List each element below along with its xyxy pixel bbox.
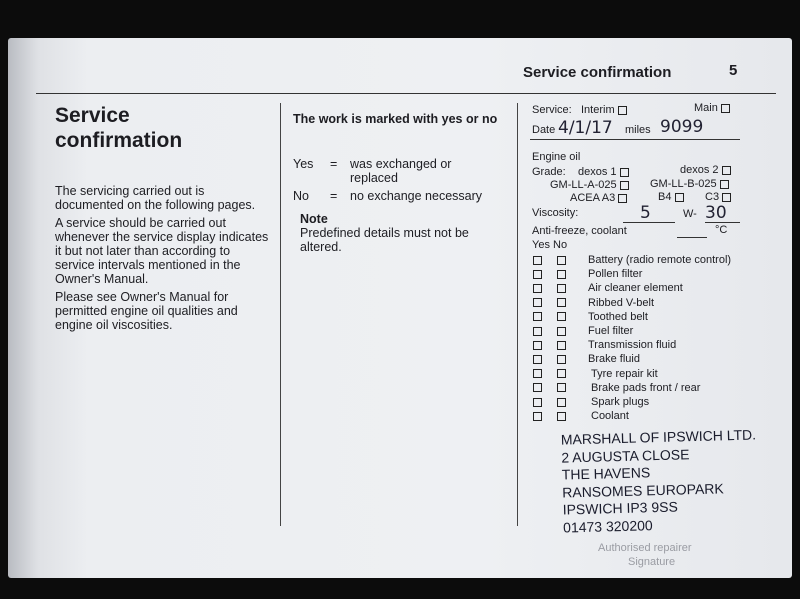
item-label: Ribbed V-belt [588,296,655,309]
no-checkbox[interactable] [557,269,566,279]
miles-label: miles [625,124,651,136]
note-title: Note [300,212,328,226]
item-label: Brake pads front / rear [591,381,701,394]
checklist-item: Air cleaner element [533,282,683,296]
grade-option[interactable]: GM-LL-B-025 [650,178,729,191]
no-checkbox[interactable] [557,326,566,336]
grade-option[interactable]: C3 [705,191,732,204]
item-label: Fuel filter [588,325,634,337]
viscosity-value[interactable]: 5 [640,203,651,223]
item-label: Air cleaner element [588,282,683,295]
main-option[interactable]: Main [694,102,730,115]
no-checkbox[interactable] [557,298,566,308]
date-label: Date [532,124,556,136]
grade-option[interactable]: B4 [658,191,684,204]
column-divider [517,103,518,526]
antifreeze-label: Anti-freeze, coolant [532,225,627,237]
checklist-item: Brake fluid [533,353,640,367]
header-title: Service confirmation [523,64,672,81]
checklist-item: Pollen filter [533,268,642,282]
no-label: No [293,189,309,203]
faint-label: Authorised repairer [598,542,692,554]
yes-checkbox[interactable] [533,326,542,336]
no-checkbox[interactable] [557,411,566,421]
checklist-item: Battery (radio remote control) [533,254,731,268]
underline [677,237,707,238]
grade-label: Grade: [532,166,566,178]
yes-checkbox[interactable] [533,369,542,379]
column-divider [280,103,281,526]
checkbox[interactable] [720,103,730,113]
yes-checkbox[interactable] [533,340,542,350]
miles-value[interactable]: 9099 [660,117,704,137]
checklist-item: Ribbed V-belt [533,297,654,311]
yes-checkbox[interactable] [533,283,542,293]
legend-heading: The work is marked with yes or no [293,112,498,126]
note-text: Predefined details must not be altered. [300,226,469,254]
no-checkbox[interactable] [557,397,566,407]
yes-checkbox[interactable] [533,383,542,393]
yes-checkbox[interactable] [533,411,542,421]
section-title: Service confirmation [55,104,183,152]
engine-oil-label: Engine oil [532,151,581,163]
checkbox[interactable] [617,105,627,115]
checklist-item: Spark plugs [533,396,649,410]
yes-checkbox[interactable] [533,298,542,308]
page-number: 5 [729,62,738,79]
item-label: Tyre repair kit [591,367,658,380]
date-value[interactable]: 4/1/17 [558,118,613,138]
header-divider [36,93,776,94]
no-checkbox[interactable] [557,340,566,350]
equals: = [330,157,338,171]
item-label: Battery (radio remote control) [588,254,732,266]
grade-option[interactable]: dexos 2 [680,164,731,177]
no-checkbox[interactable] [557,255,566,265]
item-label: Toothed belt [588,310,648,323]
viscosity-label: Viscosity: [532,207,579,219]
checklist-item: Coolant [533,410,629,424]
no-checkbox[interactable] [557,312,566,322]
grade-option[interactable]: GM-LL-A-025 [550,179,629,192]
checklist-item: Tyre repair kit [533,368,658,382]
yes-checkbox[interactable] [533,269,542,279]
checklist-item: Toothed belt [533,311,648,325]
item-label: Brake fluid [588,353,640,366]
yes-checkbox[interactable] [533,354,542,364]
underline [623,222,675,223]
grade-option[interactable]: dexos 1 [578,166,629,179]
service-label: Service: [532,104,572,116]
yes-meaning: was exchanged or replaced [350,157,452,185]
grade-option[interactable]: ACEA A3 [570,192,628,205]
yes-checkbox[interactable] [533,255,542,265]
intro-text: The servicing carried out is documented … [55,184,269,332]
w-value[interactable]: 30 [705,203,727,223]
yes-checkbox[interactable] [533,312,542,322]
yes-no-header: Yes No [532,239,568,251]
w-label: W- [683,208,697,220]
checklist-item: Fuel filter [533,325,633,339]
item-label: Coolant [591,410,629,423]
no-checkbox[interactable] [557,354,566,364]
no-checkbox[interactable] [557,383,566,393]
checklist-item: Transmission fluid [533,339,676,353]
item-label: Pollen filter [588,268,643,281]
equals: = [330,189,338,203]
item-label: Spark plugs [591,396,650,408]
celsius-unit: °C [715,224,728,236]
yes-checkbox[interactable] [533,397,542,407]
dealer-stamp: MARSHALL OF IPSWICH LTD. 2 AUGUSTA CLOSE T… [560,426,757,536]
checklist-item: Brake pads front / rear [533,382,700,396]
interim-option[interactable]: Interim [581,104,627,117]
underline [705,222,740,223]
item-label: Transmission fluid [588,339,677,352]
no-checkbox[interactable] [557,369,566,379]
no-meaning: no exchange necessary [350,189,483,203]
faint-label: Signature [628,556,676,568]
yes-label: Yes [293,157,314,171]
booklet-page [8,38,792,578]
date-underline [530,139,740,140]
no-checkbox[interactable] [557,283,566,293]
